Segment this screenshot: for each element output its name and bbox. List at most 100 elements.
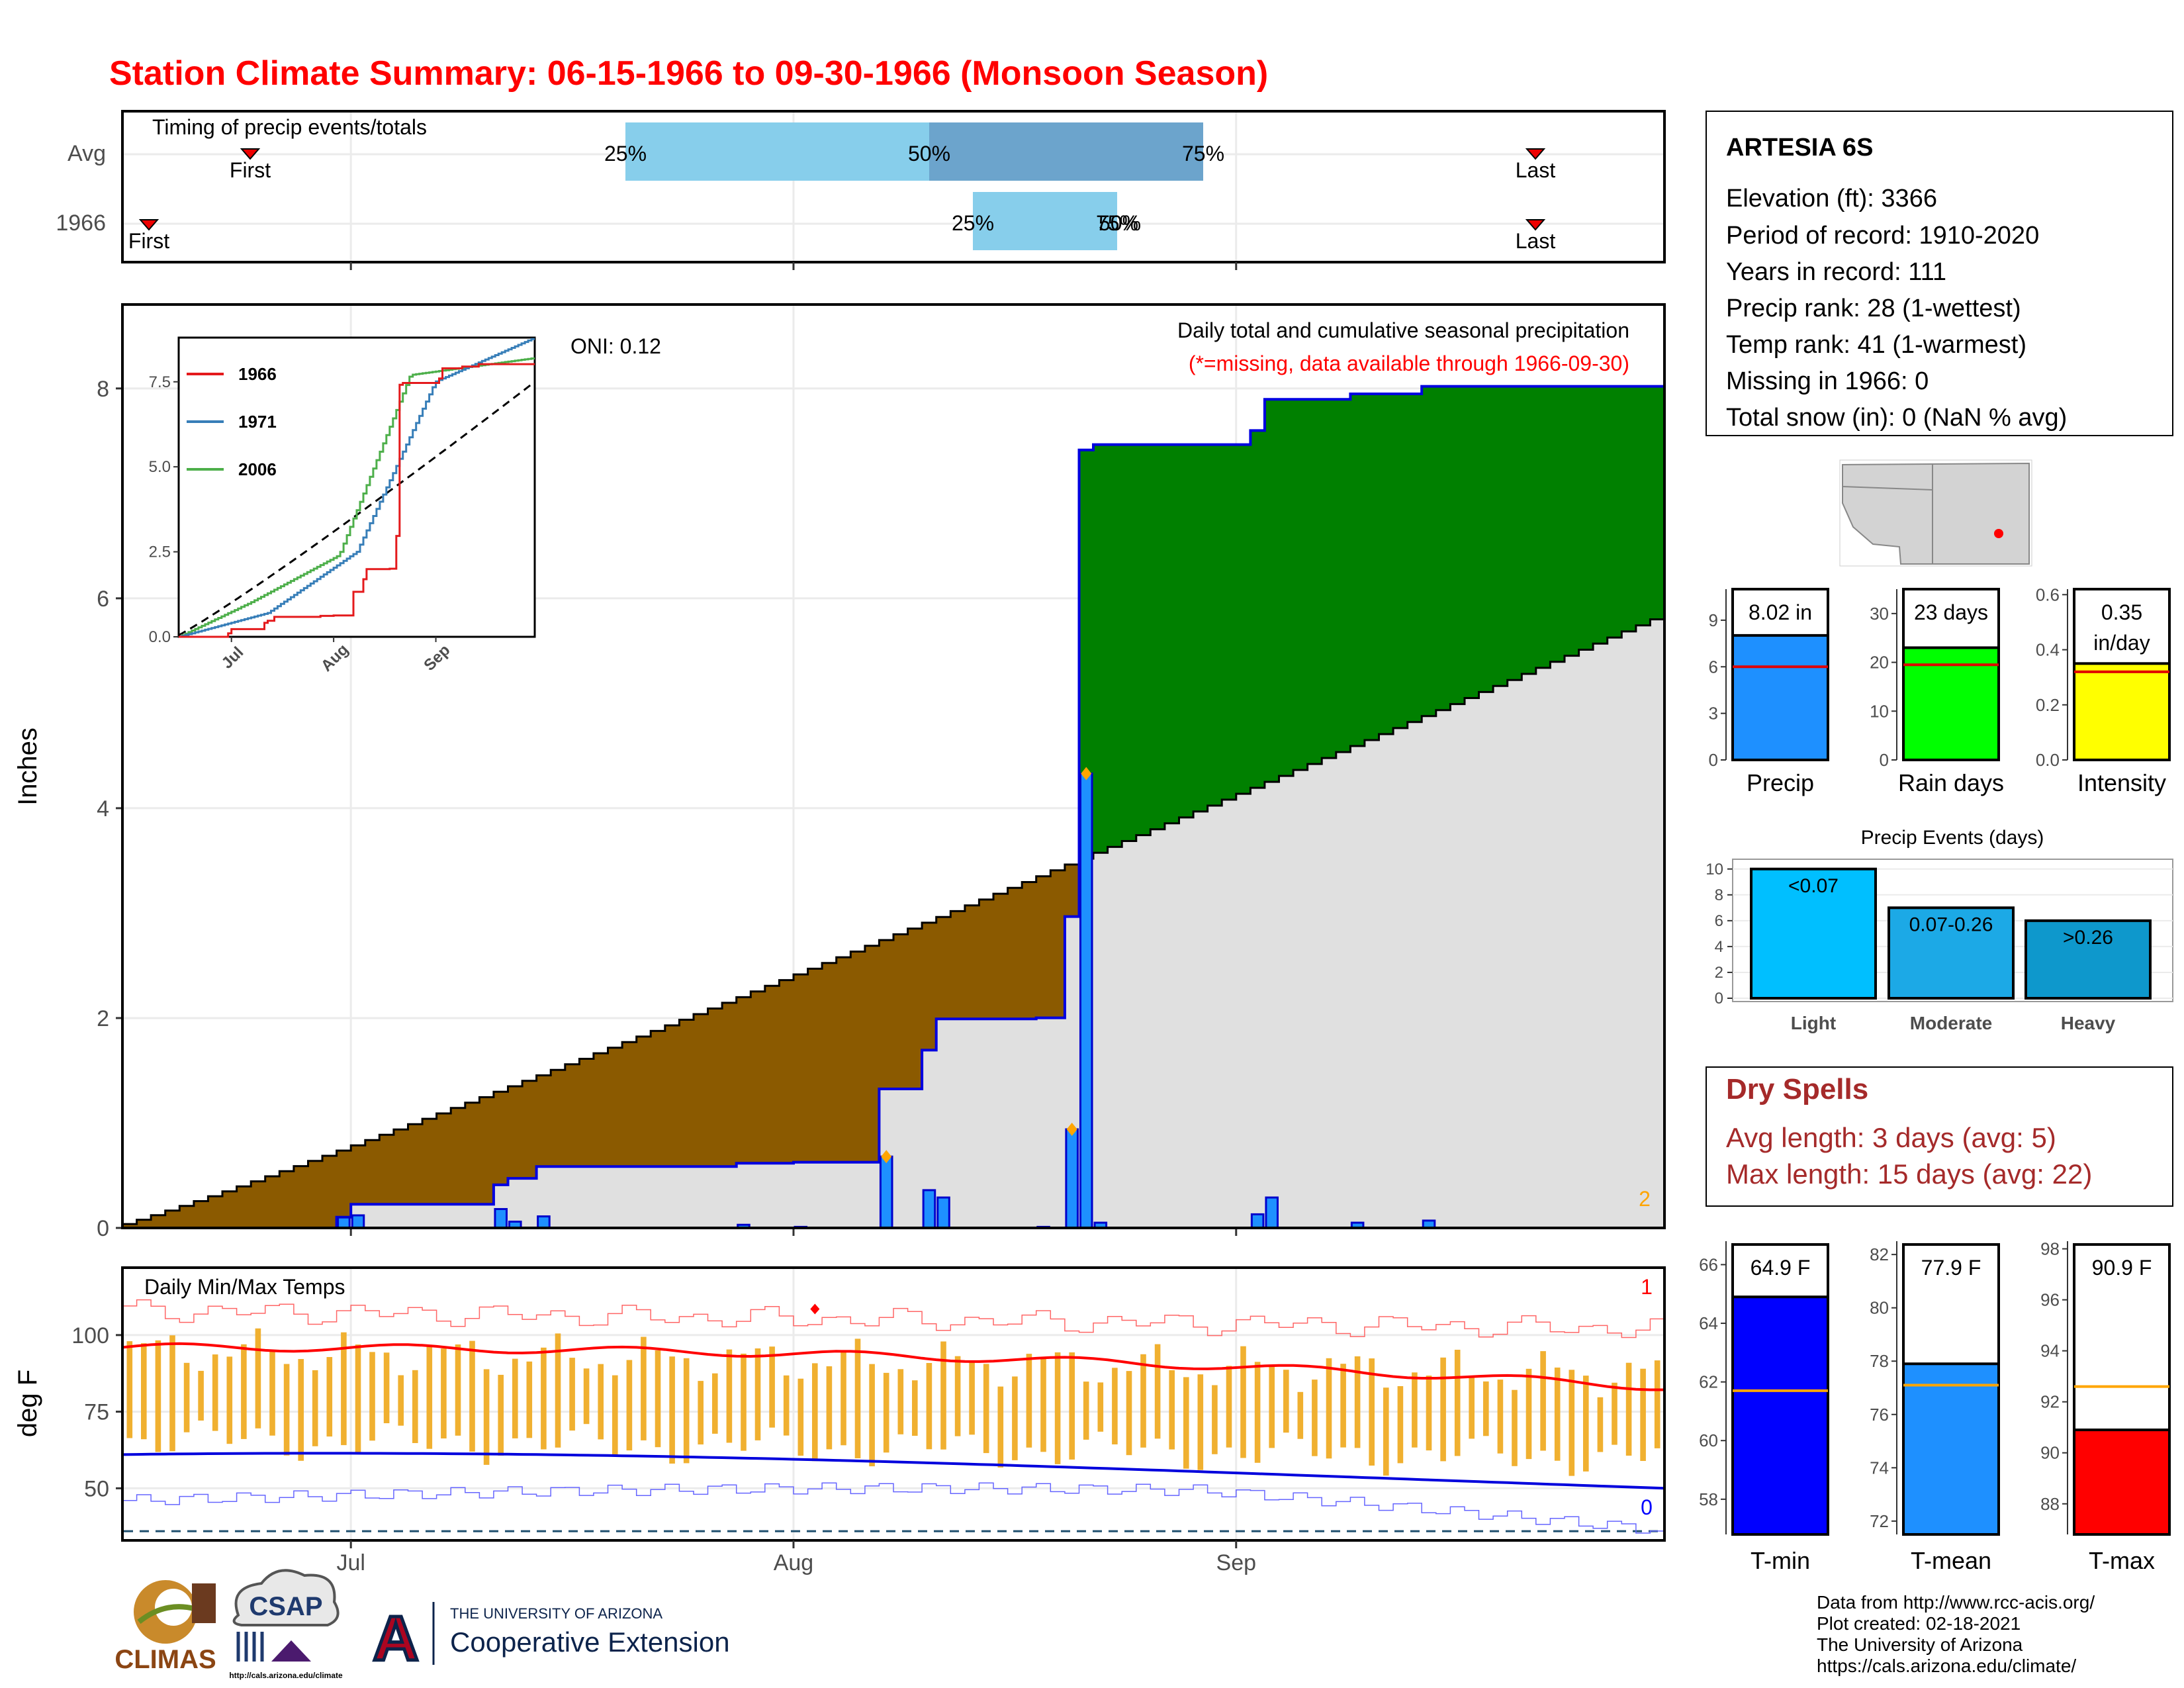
avg-q50-label: 50%	[908, 142, 950, 165]
daily-temp-range-bar	[1169, 1370, 1175, 1450]
t-mean-tick-label: 72	[1870, 1511, 1889, 1531]
daily-temp-range-bar	[1612, 1382, 1617, 1445]
intensity-label: Intensity	[2077, 769, 2166, 796]
daily-temp-range-bar	[954, 1356, 961, 1436]
station-location-dot	[1994, 529, 2003, 538]
events-bar-value: 0.07-0.26	[1909, 914, 1993, 935]
avg-first-marker	[240, 148, 261, 160]
rain-days-label: Rain days	[1898, 769, 2004, 796]
precip-y-label: Inches	[13, 727, 42, 806]
rain-days-tick-label: 0	[1880, 750, 1889, 770]
events-title: Precip Events (days)	[1861, 827, 2044, 849]
temp-y-tick-label: 50	[84, 1476, 109, 1501]
avg-quartile-bar-25-50	[625, 122, 929, 181]
temp-content	[122, 1299, 1665, 1534]
precip-panel: 0 2 4 6 8 Daily total and cumulative seasona…	[13, 303, 1666, 1241]
t-max-value-text: 90.9 F	[2092, 1256, 2152, 1280]
rain-days-value-text: 23 days	[1914, 600, 1988, 624]
temp-y-tick-label: 75	[84, 1400, 109, 1425]
climas-logo-block	[192, 1583, 216, 1623]
daily-temp-range-bar	[969, 1360, 975, 1435]
precip-total-bar	[1731, 633, 1829, 761]
timing-panel: Timing of precip events/totals Avg 1966 …	[56, 110, 1666, 270]
daily-temp-range-bar	[569, 1358, 575, 1431]
climas-logo-text: CLIMAS	[114, 1645, 216, 1674]
avg-cumulative-line	[122, 618, 1664, 1225]
month-axis: Jul Aug Sep	[336, 1540, 1256, 1575]
daily-temp-range-bar	[241, 1344, 247, 1439]
daily-temp-range-bar	[183, 1362, 190, 1432]
t-mean-tick-label: 76	[1870, 1405, 1889, 1425]
csap-logo-text: CSAP	[249, 1592, 322, 1621]
locator-map	[1839, 459, 2032, 567]
footer: Data from http://www.rcc-acis.org/ Plot …	[1817, 1592, 2095, 1676]
events-tick-label: 0	[1715, 990, 1723, 1008]
precip-total-tick-label: 6	[1709, 657, 1718, 677]
daily-temp-range-bar	[1497, 1380, 1504, 1454]
footer-line-4: https://cals.arizona.edu/climate/	[1817, 1656, 2076, 1676]
events-tick-label: 10	[1706, 861, 1723, 878]
daily-temp-range-bar	[841, 1350, 846, 1446]
daily-temp-range-bar	[583, 1368, 590, 1425]
precip-max-marker	[881, 1150, 892, 1164]
t-max-tick-label: 88	[2040, 1494, 2060, 1514]
t-max-tick-label: 90	[2040, 1443, 2060, 1463]
daily-temp-range-bar	[255, 1328, 261, 1429]
ua-logo-letter: A	[373, 1603, 418, 1674]
csap-bars-icon	[236, 1632, 264, 1662]
daily-temp-range-bar	[754, 1348, 761, 1440]
precip-total-tick-label: 9	[1709, 610, 1718, 630]
daily-temp-range-bar	[1525, 1368, 1532, 1460]
daily-temp-range-bar	[141, 1343, 147, 1440]
daily-temp-range-bar	[1383, 1387, 1389, 1476]
temp-frame	[121, 1266, 1666, 1542]
daily-temp-range-bar	[369, 1352, 375, 1441]
temp-y-tick-label: 100	[71, 1323, 109, 1348]
daily-temp-range-bar	[726, 1349, 733, 1443]
station-name: ARTESIA 6S	[1726, 134, 1873, 162]
daily-temp-range-bar	[469, 1340, 475, 1452]
station-line-temp-rank: Temp rank: 41 (1-warmest)	[1726, 331, 2026, 359]
daily-temp-range-bar	[1312, 1380, 1318, 1456]
daily-temp-range-bar	[1254, 1362, 1261, 1463]
daily-temp-range-bar	[126, 1341, 133, 1438]
daily-temp-range-bar	[1597, 1397, 1604, 1452]
events-bar-value: <0.07	[1788, 875, 1839, 897]
daily-temp-range-bar	[1354, 1356, 1361, 1448]
month-label: Aug	[774, 1550, 814, 1575]
inset-y-tick-label: 0.0	[149, 628, 171, 646]
daily-temp-range-bar	[1026, 1354, 1032, 1448]
daily-temp-range-bar	[412, 1370, 418, 1443]
daily-temp-range-bar	[926, 1363, 933, 1450]
events-content: 0 2 4 6 8 10 <0.07 Light 0.07-0.26 Moderate >0.26 H…	[1706, 861, 2173, 1033]
daily-temp-range-bar	[1426, 1376, 1432, 1451]
daily-temp-range-bar	[1469, 1376, 1475, 1439]
daily-temp-range-bar	[269, 1351, 275, 1436]
year-last-marker	[1525, 219, 1546, 231]
record-min-line	[122, 1482, 1664, 1534]
inset-legend-label: 1971	[238, 412, 277, 432]
t-max-tick-label: 98	[2040, 1239, 2060, 1259]
t-min-tick-label: 58	[1699, 1489, 1718, 1509]
avg-min-temp-line	[122, 1452, 1665, 1490]
inset-avg-line	[178, 383, 532, 636]
daily-temp-range-bar	[283, 1364, 290, 1456]
precip-total-value-box	[1731, 588, 1829, 761]
daily-temp-range-bar	[212, 1354, 218, 1431]
csap-cloud-icon	[232, 1569, 340, 1626]
daily-temp-range-bar	[669, 1356, 675, 1464]
t-max-bar	[2073, 1429, 2171, 1536]
daily-temp-range-bar	[1483, 1381, 1489, 1436]
precip-daily-bars	[337, 767, 1436, 1229]
year-q50-label: 50%	[1099, 211, 1141, 235]
daily-temp-range-bar	[1397, 1386, 1404, 1464]
ua-logo-top: THE UNIVERSITY OF ARIZONA	[450, 1605, 662, 1622]
temp-panel: 50 75 100 Daily Min/Max Temps 1 0 deg F Ju…	[13, 1266, 1666, 1575]
daily-temp-range-bar	[641, 1336, 647, 1440]
daily-temp-range-bar	[1212, 1385, 1218, 1454]
intensity-tick-label: 0.2	[2036, 695, 2060, 715]
ua-logo: A THE UNIVERSITY OF ARIZONA Cooperative …	[371, 1602, 730, 1676]
daily-temp-range-bar	[526, 1361, 533, 1438]
daily-temp-range-bar	[1283, 1370, 1289, 1433]
